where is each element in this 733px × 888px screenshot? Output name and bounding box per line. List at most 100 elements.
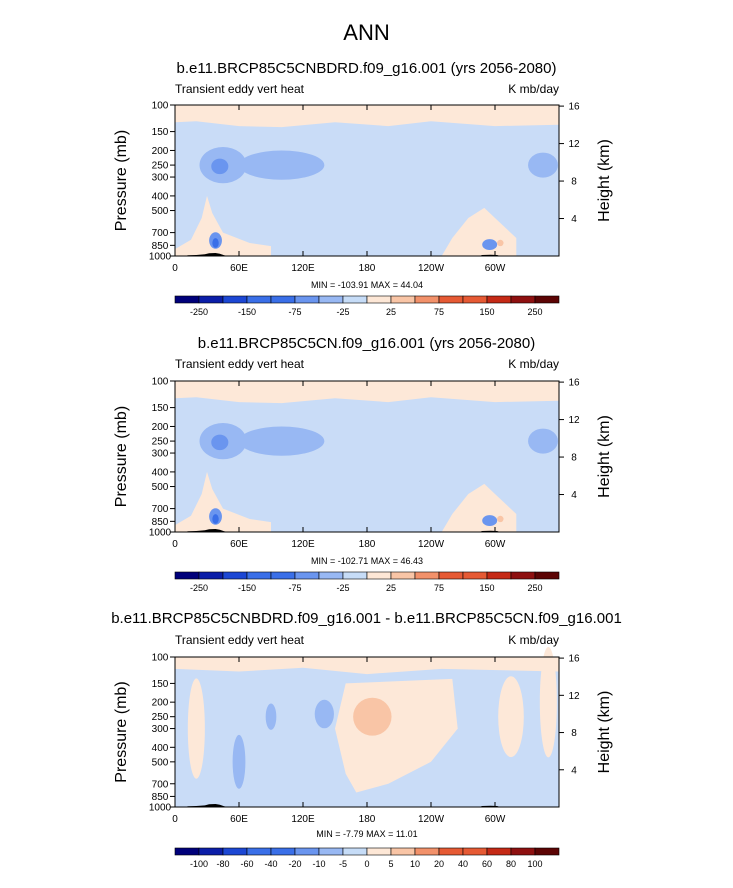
panel-1-colorbar-box-12 (462, 295, 488, 304)
panel-1-ytick-label-3: 250 (152, 161, 169, 172)
panel-3-units-label: K mb/day (508, 633, 559, 647)
panel-3-ylabel: Pressure (mb) (113, 681, 130, 782)
panel-1-colorbar-box-9 (390, 295, 416, 304)
panel-1-variable-label: Transient eddy vert heat (175, 82, 304, 96)
panel-3: 0 60E 120E 180 120W 60W1001502002503004005007… (113, 646, 613, 869)
panel-1-ytick-label-2: 200 (152, 146, 169, 157)
panel-1-y2tick-label-0: 4 (571, 214, 577, 225)
panel-3-colorbar-label-7: 0 (364, 859, 369, 869)
panel-1-contour-core-9 (482, 239, 498, 250)
panel-2-ytick-label-4: 300 (152, 449, 169, 460)
panel-1-contour-core-6 (211, 158, 229, 175)
panel-2-y2tick-label-1: 8 (571, 453, 577, 464)
panel-2-colorbar-label-0: -250 (190, 583, 208, 593)
panel-3-colorbar-label-13: 80 (506, 859, 516, 869)
panel-3-contour-core-6 (265, 703, 277, 730)
panel-2-colorbar-label-7: 250 (527, 583, 542, 593)
panel-2-colorbar-box-2 (222, 571, 248, 580)
panel-3-y2tick-label-2: 12 (568, 691, 580, 702)
panel-2-colorbar-label-6: 150 (479, 583, 494, 593)
panel-1-colorbar-box-3 (246, 295, 272, 304)
panel-1-colorbar-box-15 (534, 295, 560, 304)
panel-3-contour-core-2 (353, 697, 392, 736)
panel-3-colorbar-label-14: 100 (527, 859, 542, 869)
panel-1-contour-core-4 (238, 150, 325, 180)
panel-2-y2tick-label-2: 12 (568, 415, 580, 426)
panel-2-contour-core-5 (528, 428, 558, 454)
panel-3-xtick-label-3: 180 (359, 814, 376, 825)
panel-3-contour-core-5 (539, 646, 557, 758)
panel-3-colorbar-box-12 (462, 847, 488, 856)
panel-2-colorbar-box-8 (366, 571, 392, 580)
panel-1-colorbar-box-10 (414, 295, 440, 304)
panel-3-xtick-label-5: 60W (485, 814, 506, 825)
panel-1-colorbar-box-0 (174, 295, 200, 304)
panel-2-colorbar-box-9 (390, 571, 416, 580)
panel-1-colorbar-box-1 (198, 295, 224, 304)
panel-3-contour-core-8 (232, 734, 246, 789)
panel-1-y2tick-label-1: 8 (571, 177, 577, 188)
panel-3-ytick-label-4: 300 (152, 724, 169, 735)
panel-1-ylabel: Pressure (mb) (113, 130, 130, 231)
panel-2-colorbar-box-10 (414, 571, 440, 580)
panel-3-ytick-label-9: 1000 (149, 803, 172, 814)
panel-3-colorbar-label-12: 60 (482, 859, 492, 869)
panel-3-ytick-label-8: 850 (152, 792, 169, 803)
panel-3-colorbar-box-13 (486, 847, 512, 856)
panel-1-title: b.e11.BRCP85C5CNBDRD.f09_g16.001 (yrs 20… (176, 60, 557, 77)
panel-3-ytick-label-5: 400 (152, 743, 169, 754)
panel-2-xtick-label-2: 120E (291, 539, 315, 550)
panel-2-colorbar-box-11 (438, 571, 464, 580)
panel-1-topography-asia (185, 253, 229, 256)
panel-2-contour-core-10 (497, 515, 504, 523)
panel-1-contour-region-1 (175, 195, 271, 256)
panel-3-ytick-label-2: 200 (152, 698, 169, 709)
panel-2-ylabel: Pressure (mb) (113, 406, 130, 507)
panel-3-colorbar-box-11 (438, 847, 464, 856)
panel-2-colorbar-label-4: 25 (386, 583, 396, 593)
panel-1-y2tick-label-3: 16 (568, 102, 580, 113)
panel-3-colorbar-label-2: -60 (240, 859, 253, 869)
panel-3-colorbar-label-9: 10 (410, 859, 420, 869)
panel-2-contour-core-4 (238, 426, 325, 456)
panel-2-colorbar-box-13 (486, 571, 512, 580)
panel-1-colorbar-box-2 (222, 295, 248, 304)
panel-1-colorbar-label-2: -75 (288, 307, 301, 317)
panel-3-contour-core-7 (314, 699, 334, 729)
panel-2-contour-region-1 (175, 471, 271, 532)
panel-1-ytick-label-5: 400 (152, 191, 169, 202)
panel-3-minmax: MIN = -7.79 MAX = 11.01 (316, 829, 418, 839)
panel-3-y2label: Height (km) (596, 691, 613, 774)
panel-2-colorbar: -250 -150 -75 -25 25 75 150 250 (174, 571, 560, 593)
panel-3-colorbar-label-11: 40 (458, 859, 468, 869)
panel-1-colorbar-box-11 (438, 295, 464, 304)
panel-2-colorbar-label-1: -150 (238, 583, 256, 593)
panel-2-xtick-label-1: 60E (230, 539, 248, 550)
panel-3-colorbar: -100 -80 -60 -40 -20 -10 -5 0 5 10 20 40 60 80 100 (174, 847, 560, 869)
panel-2-contour-core-9 (482, 515, 498, 526)
panel-1-xtick-label-5: 60W (485, 263, 506, 274)
panel-3-colorbar-box-3 (246, 847, 272, 856)
panel-1-contour-core-10 (497, 239, 504, 247)
panel-3-y2tick-label-0: 4 (571, 765, 577, 776)
panel-3-title: b.e11.BRCP85C5CNBDRD.f09_g16.001 - b.e11… (111, 610, 622, 627)
panel-3-contour-core-4 (498, 676, 524, 758)
panel-1-ytick-label-0: 100 (152, 101, 169, 112)
panel-3-colorbar-box-5 (294, 847, 320, 856)
panel-2-ytick-label-5: 400 (152, 467, 169, 478)
panel-2-contour-core-8 (212, 514, 219, 524)
panel-3-colorbar-label-1: -80 (216, 859, 229, 869)
panel-2-colorbar-box-15 (534, 571, 560, 580)
panel-3-colorbar-box-2 (222, 847, 248, 856)
panel-1: 0 60E 120E 180 120W 60W1001502002503004005007… (113, 101, 613, 318)
panel-2-colorbar-label-3: -25 (336, 583, 349, 593)
panel-3-colorbar-box-10 (414, 847, 440, 856)
panel-2: 0 60E 120E 180 120W 60W1001502002503004005007… (113, 377, 613, 594)
panel-2-colorbar-label-5: 75 (434, 583, 444, 593)
panel-2-contour-region-0 (175, 381, 559, 404)
panel-3-variable-label: Transient eddy vert heat (175, 633, 304, 647)
panel-2-y2tick-label-0: 4 (571, 490, 577, 501)
panel-1-colorbar-label-5: 75 (434, 307, 444, 317)
panel-1-contour-core-8 (212, 238, 219, 248)
panel-2-ytick-label-9: 1000 (149, 528, 172, 539)
